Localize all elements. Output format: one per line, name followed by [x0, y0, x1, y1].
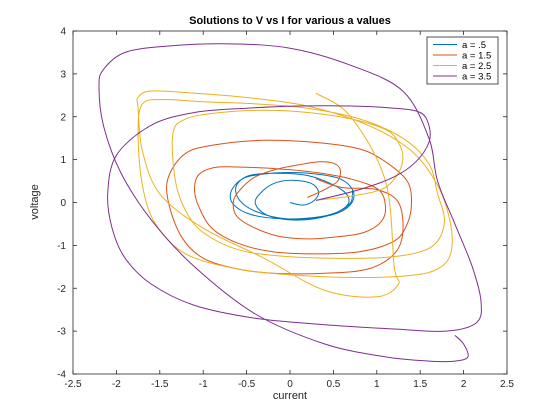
x-axis-label: current: [273, 390, 307, 402]
series-line-2: [167, 140, 412, 274]
x-tick-label: 2: [461, 379, 467, 390]
y-tick-label: 0: [60, 198, 66, 209]
legend-label-1: a = .5: [462, 40, 486, 51]
legend-label-2: a = 1.5: [462, 50, 491, 61]
x-tick-label: 0: [287, 379, 293, 390]
chart-title: Solutions to V vs I for various a values: [189, 15, 391, 27]
x-tick-label: 1.5: [413, 379, 427, 390]
legend-label-3: a = 2.5: [462, 61, 491, 72]
y-tick-label: 1: [60, 155, 66, 166]
y-tick-label: 4: [60, 27, 66, 38]
x-tick-label: -0.5: [238, 379, 256, 390]
x-tick-label: -1: [199, 379, 208, 390]
plot-lines: [99, 44, 481, 362]
series-line-3: [137, 91, 452, 297]
legend[interactable]: a = .5a = 1.5a = 2.5a = 3.5: [427, 37, 498, 84]
x-tick-label: -2: [112, 379, 121, 390]
x-tick-label: 1: [374, 379, 380, 390]
x-tick-label: -1.5: [151, 379, 169, 390]
y-tick-label: -4: [57, 370, 66, 381]
y-tick-label: 2: [60, 112, 66, 123]
y-tick-label: -3: [57, 327, 66, 338]
y-tick-label: -2: [57, 284, 66, 295]
y-axis-label: voltage: [29, 184, 41, 219]
legend-label-4: a = 3.5: [462, 71, 491, 82]
y-tick-label: 3: [60, 69, 66, 80]
x-tick-label: 2.5: [500, 379, 514, 390]
x-tick-label: -2.5: [64, 379, 82, 390]
x-tick-label: 0.5: [326, 379, 340, 390]
y-tick-label: -1: [57, 241, 66, 252]
